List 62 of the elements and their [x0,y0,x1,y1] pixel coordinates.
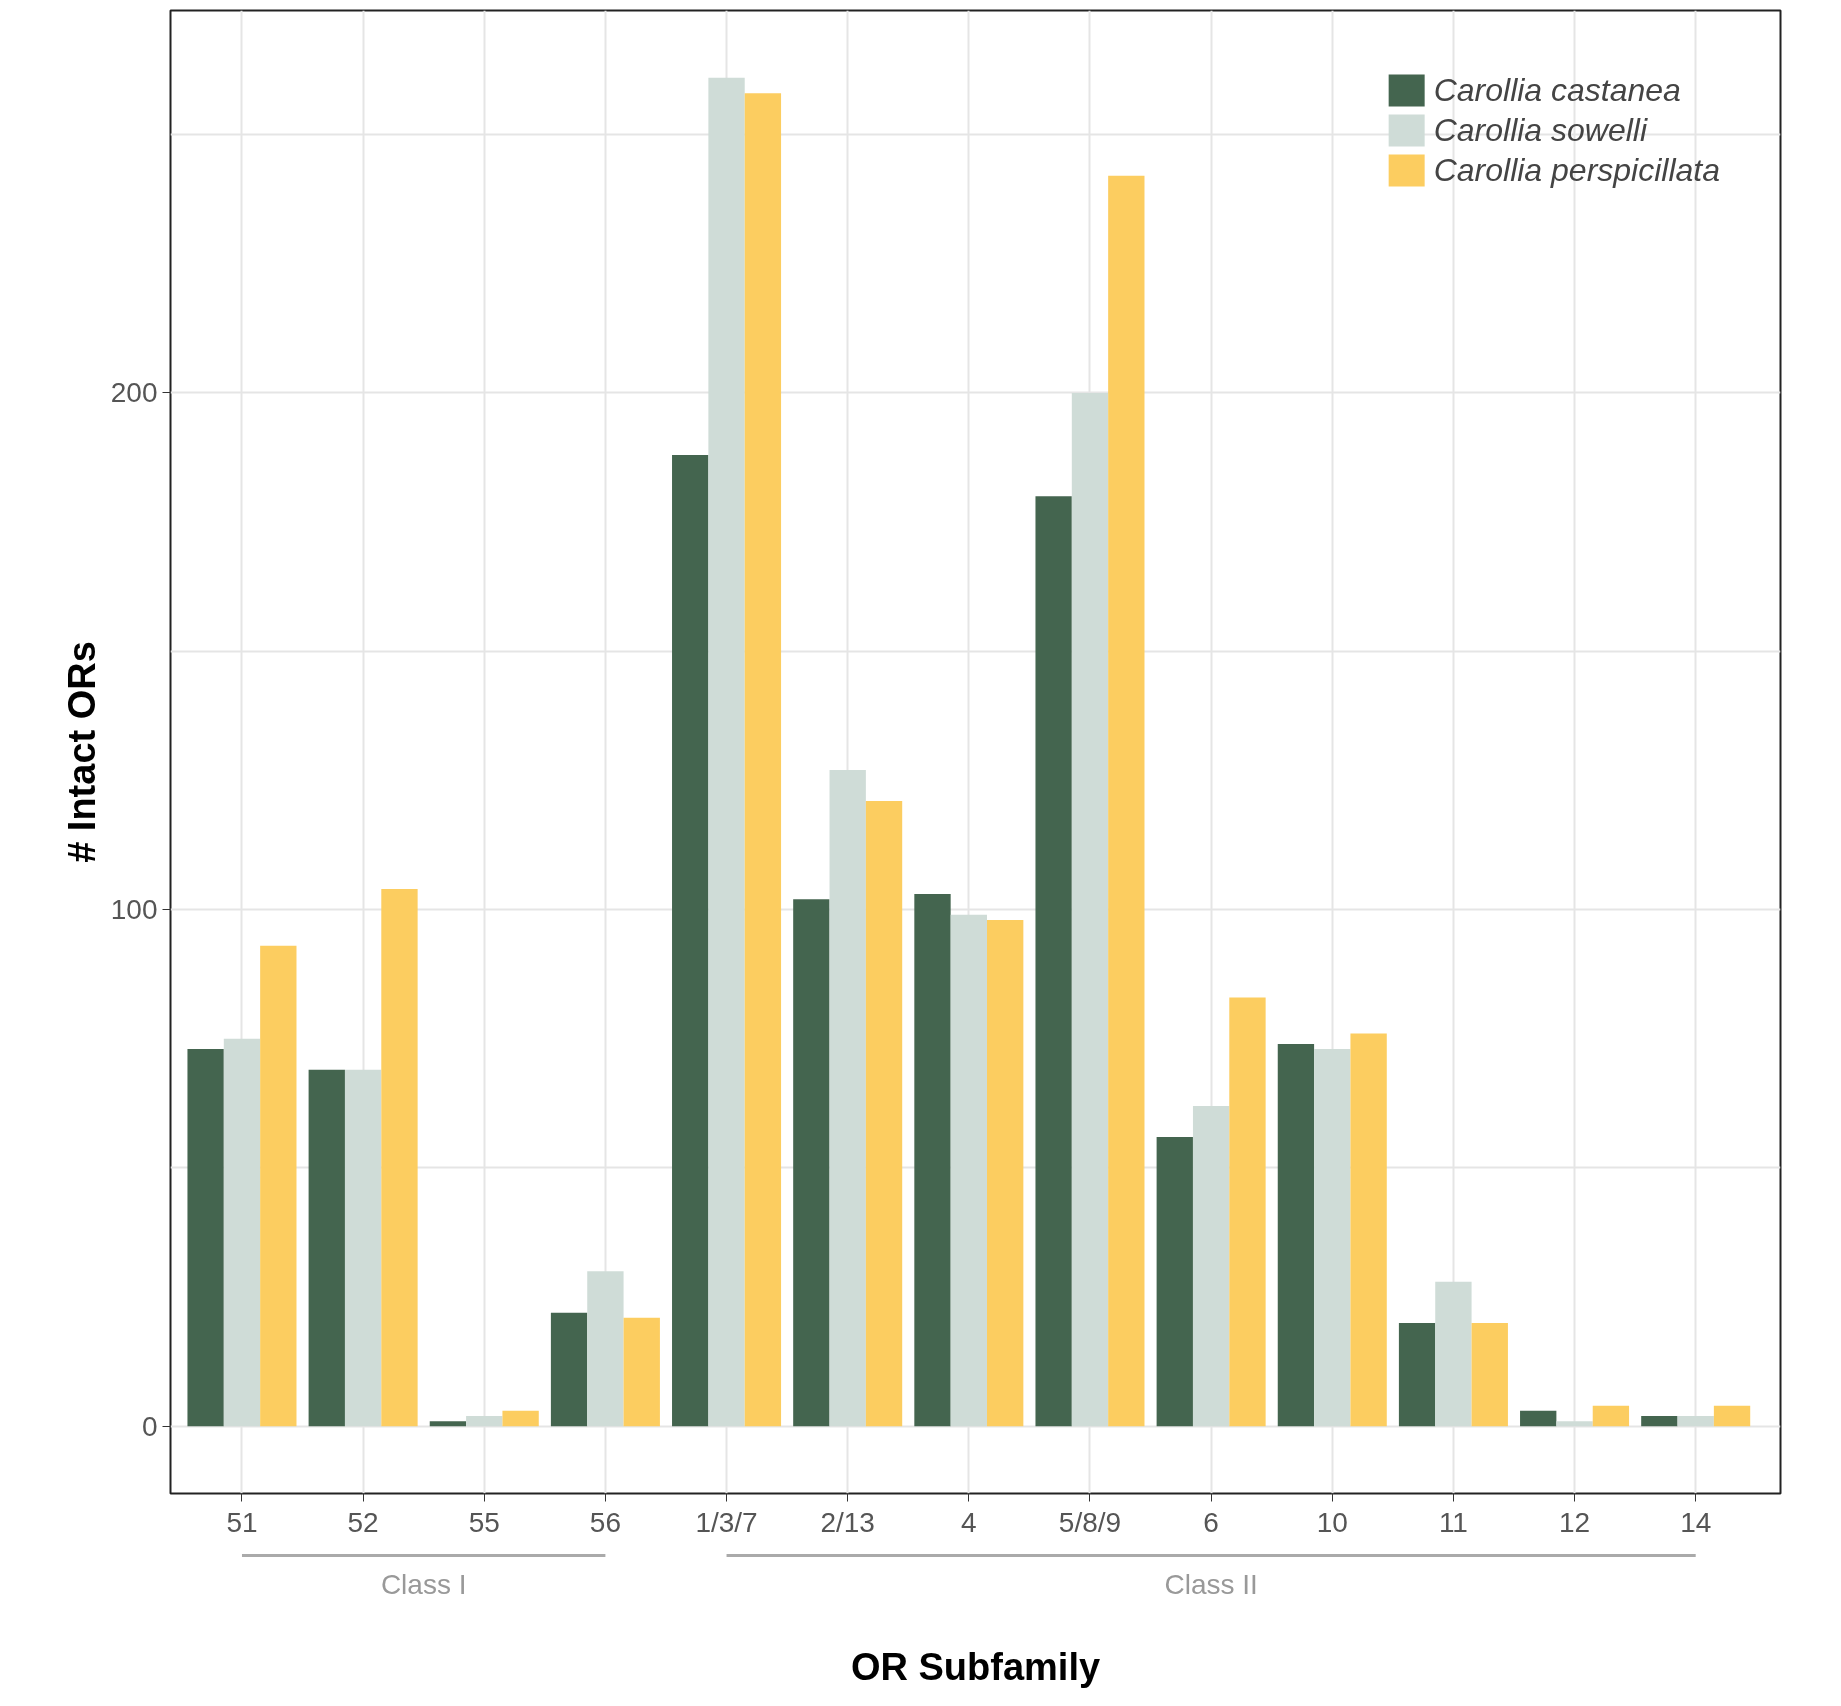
bar [829,770,866,1427]
bar [1314,1049,1351,1427]
x-tick-label: 1/3/7 [695,1506,758,1538]
bar [708,77,745,1427]
bar [502,1410,539,1427]
bar [429,1421,467,1427]
bar [1229,997,1266,1427]
bar [1156,1136,1193,1427]
x-tick-label: 14 [1680,1506,1712,1538]
x-tick-label: 2/13 [820,1506,875,1538]
bar [1677,1415,1714,1427]
y-axis-title: # Intact ORs [60,641,103,863]
bar [1520,1410,1557,1427]
x-tick-label: 12 [1558,1506,1591,1538]
legend-label: Carollia castanea [1433,71,1681,109]
legend-label: Carollia sowelli [1433,111,1648,149]
bar [1435,1281,1472,1427]
bar [308,1069,345,1427]
bar [1641,1415,1678,1427]
bar [865,801,903,1427]
bar [587,1271,624,1427]
bar [744,93,782,1427]
y-tick-label: 0 [141,1410,158,1442]
x-axis-title: OR Subfamily [850,1645,1101,1688]
bar [914,894,951,1427]
text: Class I [380,1568,467,1600]
bar [1277,1043,1315,1427]
bar [987,919,1024,1427]
bar [623,1317,660,1427]
x-tick-label: 6 [1203,1506,1219,1538]
bar [1713,1405,1751,1427]
bar [344,1069,382,1427]
bar [950,914,988,1427]
bar [672,454,709,1427]
bar [381,888,418,1427]
x-tick-label: 51 [226,1506,258,1538]
y-tick-label: 100 [110,894,158,926]
bar [1471,1322,1508,1427]
bar [260,945,297,1427]
bar [1035,496,1072,1427]
bar [1592,1405,1630,1427]
y-tick-label: 200 [110,377,158,409]
x-tick-label: 5/8/9 [1058,1506,1122,1538]
bar [1108,175,1145,1427]
bar [550,1312,588,1427]
x-tick-label: 56 [589,1506,621,1538]
x-tick-label: 52 [347,1506,379,1538]
bar [1350,1033,1387,1427]
bar [1071,392,1109,1427]
bar [1192,1105,1230,1427]
bar [793,899,830,1427]
bar [1398,1322,1436,1427]
bar [466,1415,503,1427]
bar [1556,1421,1593,1427]
bar [187,1049,224,1427]
x-tick-label: 10 [1316,1506,1348,1538]
text: Class II [1164,1568,1258,1600]
x-tick-label: 4 [961,1506,977,1538]
legend-label: Carollia perspicillata [1433,151,1720,189]
bar [223,1038,261,1427]
x-tick-label: 11 [1438,1506,1468,1538]
x-tick-label: 55 [468,1506,500,1538]
